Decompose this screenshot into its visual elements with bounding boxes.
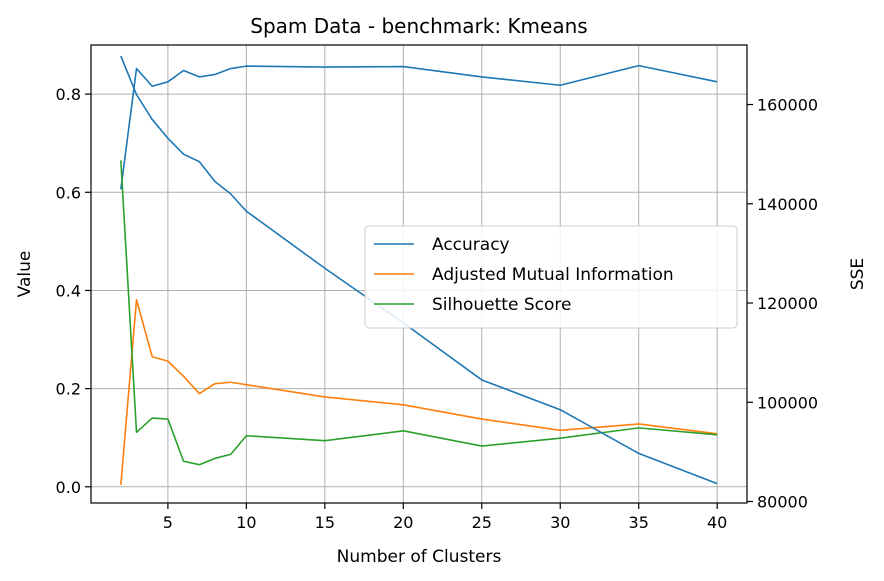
y2-tick-label: 100000 — [757, 393, 818, 412]
series-line-silhouette-score — [120, 160, 718, 466]
y2-tick-label: 80000 — [757, 493, 808, 512]
y-tick-label: 0.2 — [56, 380, 81, 399]
chart-title: Spam Data - benchmark: Kmeans — [250, 14, 587, 38]
x-tick-label: 5 — [163, 513, 173, 532]
x-tick-label: 30 — [550, 513, 570, 532]
x-tick-label: 40 — [707, 513, 727, 532]
legend: Accuracy Adjusted Mutual Information Silho… — [364, 225, 738, 329]
x-tick-label: 25 — [472, 513, 492, 532]
legend-box — [364, 225, 738, 329]
y-axis-left: 0.0 0.2 0.4 0.6 0.8 — [56, 85, 91, 497]
x-tick-label: 20 — [393, 513, 413, 532]
legend-label-adjusted-mutual-information: Adjusted Mutual Information — [432, 265, 674, 285]
y2-tick-label: 120000 — [757, 294, 818, 313]
y2-tick-label: 140000 — [757, 195, 818, 214]
legend-label-silhouette-score: Silhouette Score — [432, 295, 571, 315]
y-axis-title: Value — [15, 251, 35, 298]
y-tick-label: 0.0 — [56, 478, 81, 497]
series-line-adjusted-mutual-information — [120, 298, 718, 485]
y-tick-label: 0.4 — [56, 281, 81, 300]
series-line-sse — [120, 55, 718, 485]
series-layer — [120, 55, 718, 485]
y-axis-right: 80000 100000 120000 140000 160000 — [747, 96, 818, 512]
plot-frame — [90, 44, 748, 504]
y-tick-label: 0.6 — [56, 183, 81, 202]
y-tick-label: 0.8 — [56, 85, 81, 104]
series-line-accuracy — [120, 64, 718, 190]
y2-axis-title: SSE — [848, 258, 868, 290]
x-tick-label: 15 — [315, 513, 335, 532]
x-axis-title: Number of Clusters — [337, 547, 502, 567]
x-axis: 5 10 15 20 25 30 35 40 — [163, 503, 727, 532]
x-tick-label: 35 — [629, 513, 649, 532]
legend-label-accuracy: Accuracy — [432, 235, 510, 255]
y2-tick-label: 160000 — [757, 96, 818, 115]
x-tick-label: 10 — [236, 513, 256, 532]
